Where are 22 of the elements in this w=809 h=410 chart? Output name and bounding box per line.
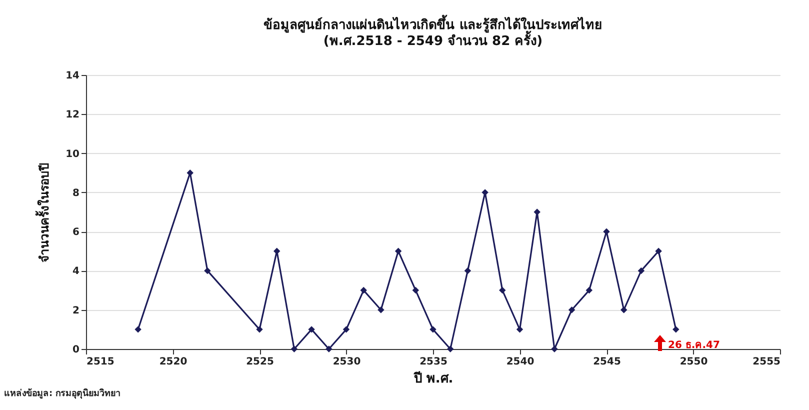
x-tick-label: 2550 <box>680 356 708 368</box>
y-tick-label: 14 <box>66 70 80 82</box>
annotation: 26 ธ.ค.47 <box>668 340 720 351</box>
x-tick-label: 2525 <box>246 356 274 368</box>
x-tick-label: 2530 <box>332 356 361 368</box>
chart-title: ข้อมูลศูนย์กลางแผ่นดินไหวเกิดขึ้น และรู้สึกได้ในประเทศไทย <box>264 14 602 33</box>
x-tick-label: 2515 <box>86 356 114 368</box>
y-tick-label: 4 <box>72 266 80 278</box>
x-tick-label: 2520 <box>159 356 188 368</box>
y-tick-label: 0 <box>72 344 80 356</box>
x-tick-label: 2540 <box>506 356 534 368</box>
y-tick-label: 6 <box>72 227 80 238</box>
x-tick-label: 2545 <box>593 356 621 368</box>
y-tick-label: 2 <box>72 305 80 316</box>
x-axis-title: ปี พ.ศ. <box>412 370 454 386</box>
x-tick-label: 2555 <box>752 356 781 368</box>
y-tick-label: 8 <box>72 188 80 199</box>
y-tick-label: 12 <box>66 110 80 121</box>
text: แหล่งข้อมูล: กรมอุตุนิยมวิทยา <box>4 388 121 399</box>
x-tick-label: 2535 <box>420 356 448 368</box>
y-tick-label: 10 <box>66 148 80 160</box>
y-axis-title: จำนวนครั้งในรอบปี <box>34 162 52 262</box>
